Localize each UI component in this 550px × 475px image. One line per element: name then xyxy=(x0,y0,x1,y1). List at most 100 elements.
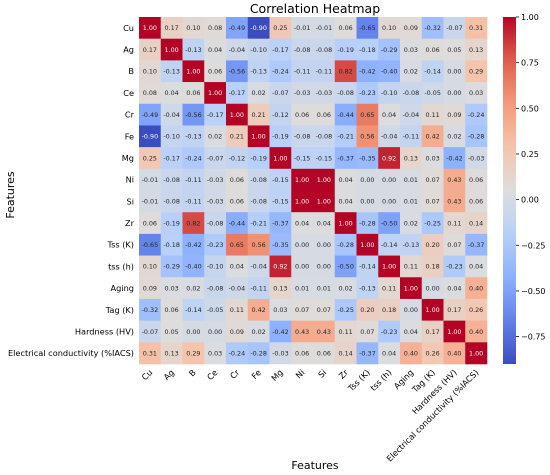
heatmap-cell xyxy=(160,60,183,83)
cell-value-label: 0.06 xyxy=(186,89,200,97)
heatmap-cell xyxy=(182,38,205,61)
cell-value-label: -0.11 xyxy=(403,133,420,141)
heatmap-cell xyxy=(139,233,162,256)
cell-value-label: 0.03 xyxy=(208,349,222,357)
cell-value-label: -0.04 xyxy=(163,111,180,119)
heatmap-cell xyxy=(421,320,444,343)
cell-value-label: 0.04 xyxy=(339,198,353,206)
heatmap-cell xyxy=(291,82,314,105)
heatmap-cell xyxy=(204,125,227,148)
heatmap-cell xyxy=(226,147,249,170)
cell-value-label: 0.03 xyxy=(273,306,287,314)
heatmap-cell xyxy=(356,125,379,148)
cell-value-label: 0.00 xyxy=(208,328,222,336)
cell-value-label: -0.08 xyxy=(250,198,267,206)
cell-value-label: -0.28 xyxy=(359,219,376,227)
heatmap-cell xyxy=(204,298,227,321)
heatmap-cell xyxy=(226,298,249,321)
cell-value-label: -0.42 xyxy=(185,241,202,249)
cell-value-label: -0.10 xyxy=(163,133,180,141)
colorbar-tick-label: −0.25 xyxy=(521,241,546,250)
cell-value-label: 0.04 xyxy=(447,284,461,292)
heatmap-cell xyxy=(400,233,423,256)
cell-value-label: 0.00 xyxy=(382,176,396,184)
heatmap-cell xyxy=(204,38,227,61)
heatmap-cell xyxy=(378,342,401,365)
cell-value-label: 0.09 xyxy=(404,24,418,32)
cell-value-label: 0.13 xyxy=(469,46,483,54)
cell-value-label: 0.42 xyxy=(252,306,266,314)
cell-value-label: -0.18 xyxy=(163,241,180,249)
heatmap-cell xyxy=(465,277,488,300)
cell-value-label: -0.49 xyxy=(142,111,159,119)
heatmap-cell xyxy=(334,233,357,256)
y-tick-label: tss (h) xyxy=(108,261,134,271)
heatmap-cell xyxy=(421,125,444,148)
cell-value-label: 0.02 xyxy=(208,133,222,141)
cell-value-label: 0.00 xyxy=(404,306,418,314)
cell-value-label: 0.17 xyxy=(426,328,440,336)
x-tick-label: Ce xyxy=(205,367,220,382)
cell-value-label: 0.10 xyxy=(382,24,396,32)
cell-value-label: -0.17 xyxy=(163,154,180,162)
x-tick-label: B xyxy=(187,367,198,378)
heatmap-cell xyxy=(204,17,227,39)
heatmap-cell xyxy=(421,233,444,256)
cell-value-label: -0.10 xyxy=(207,263,224,271)
y-tick-label: Hardness (HV) xyxy=(75,326,134,336)
cell-value-label: 0.04 xyxy=(469,263,483,271)
heatmap-cell xyxy=(356,255,379,278)
colorbar-ticks: 1.00 0.75 0.50 0.25 0.00 −0.25 −0.50 −0.75 xyxy=(516,13,546,342)
cell-value-label: 0.26 xyxy=(426,349,440,357)
heatmap-cell xyxy=(421,255,444,278)
heatmap-cell xyxy=(204,320,227,343)
cell-value-label: -0.13 xyxy=(403,241,420,249)
cell-value-label: 0.02 xyxy=(252,89,266,97)
cell-value-label: 0.20 xyxy=(360,306,374,314)
heatmap-cell xyxy=(334,60,357,83)
heatmap-cell xyxy=(421,298,444,321)
heatmap-cell xyxy=(378,233,401,256)
heatmap-cell xyxy=(204,277,227,300)
heatmap-cell xyxy=(400,212,423,235)
cell-value-label: -0.14 xyxy=(381,241,398,249)
heatmap-cell xyxy=(291,342,314,365)
heatmap-cell xyxy=(421,103,444,126)
x-tick-label: Ag xyxy=(161,367,176,382)
heatmap-cell xyxy=(334,190,357,213)
cell-value-label: -0.24 xyxy=(185,154,202,162)
heatmap-cell xyxy=(313,60,336,83)
heatmap-cell xyxy=(269,17,292,39)
heatmap-cell xyxy=(334,320,357,343)
cell-value-label: 1.00 xyxy=(360,241,374,249)
cell-value-label: -0.13 xyxy=(250,68,267,76)
cell-value-label: 0.06 xyxy=(426,46,440,54)
heatmap-cell xyxy=(313,17,336,39)
cell-value-label: -0.12 xyxy=(229,154,246,162)
cell-value-label: 0.07 xyxy=(360,328,374,336)
heatmap-cell xyxy=(465,320,488,343)
heatmap-cell xyxy=(356,60,379,83)
cell-value-label: -0.44 xyxy=(229,219,246,227)
x-tick-label: Cr xyxy=(228,367,242,381)
heatmap-cell xyxy=(226,190,249,213)
cell-value-label: -0.35 xyxy=(272,241,289,249)
heatmap-cell xyxy=(139,212,162,235)
heatmap-cell xyxy=(421,190,444,213)
heatmap-cell xyxy=(400,38,423,61)
cell-value-label: 0.02 xyxy=(404,219,418,227)
heatmap-cell xyxy=(378,147,401,170)
cell-value-label: 0.04 xyxy=(165,89,179,97)
heatmap-cell xyxy=(378,125,401,148)
heatmap-cells xyxy=(139,17,488,365)
cell-value-label: -0.08 xyxy=(207,284,224,292)
cell-value-label: -0.08 xyxy=(316,46,333,54)
y-tick-label: Mg xyxy=(122,153,134,163)
heatmap-cell xyxy=(160,168,183,191)
cell-value-label: -0.35 xyxy=(359,154,376,162)
cell-value-label: 0.40 xyxy=(404,349,418,357)
heatmap-cell xyxy=(400,168,423,191)
heatmap-cell xyxy=(443,168,466,191)
heatmap-cell xyxy=(269,147,292,170)
